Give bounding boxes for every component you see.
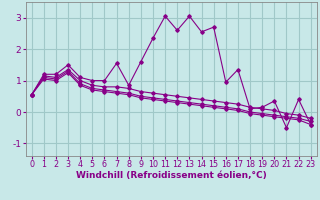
- X-axis label: Windchill (Refroidissement éolien,°C): Windchill (Refroidissement éolien,°C): [76, 171, 267, 180]
